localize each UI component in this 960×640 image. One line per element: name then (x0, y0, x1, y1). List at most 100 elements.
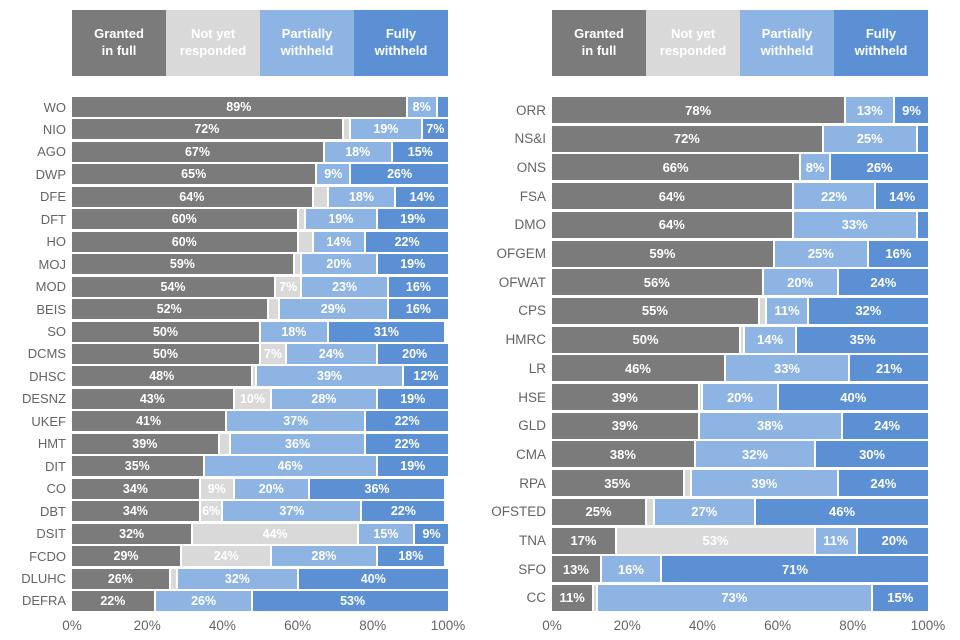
bar-track: 43% 10% 28% 19% (72, 388, 448, 409)
bar-segment-not-yet-responded: 6% (199, 501, 223, 522)
bar-segment-fully-withheld: 14% (875, 183, 928, 210)
bar-track: 89% 8% (72, 97, 448, 117)
category-label: DMO (514, 217, 547, 233)
bar-track: 25% 27% 46% (552, 498, 928, 525)
segment-value-label: 22% (394, 436, 420, 451)
segment-value-label: 60% (171, 212, 197, 227)
category-label: GLD (518, 418, 546, 434)
segment-value-label: 9% (902, 102, 921, 118)
bar-segment-granted-in-full: 55% (552, 297, 759, 324)
bar-row: ONS 66% 8% 26% (478, 154, 928, 181)
bar-segment-granted-in-full: 25% (552, 498, 646, 525)
segment-value-label: 78% (685, 102, 712, 118)
category-label: CPS (518, 303, 546, 319)
bar-segment-granted-in-full: 65% (72, 164, 317, 185)
segment-value-label: 16% (617, 561, 644, 577)
x-axis-tick-label: 80% (839, 618, 867, 633)
bar-row: HSE 39% 20% 40% (478, 384, 928, 411)
bar-track: 35% 39% 24% (552, 470, 928, 497)
legend-item-not-yet-responded: Not yet responded (646, 10, 740, 76)
bar-segment-fully-withheld: 18% (376, 546, 445, 567)
bar-track: 34% 6% 37% 22% (72, 501, 448, 522)
segment-value-label: 40% (360, 571, 386, 586)
bar-track: 17% 53% 11% 20% (552, 527, 928, 554)
bar-segment-partially-withheld: 26% (154, 590, 253, 611)
bar-row: WO 89% 8% (10, 97, 448, 117)
segment-value-label: 73% (721, 590, 748, 606)
segment-value-label: 38% (609, 446, 636, 462)
bar-segment-fully-withheld: 22% (365, 411, 448, 432)
segment-value-label: 48% (149, 369, 175, 384)
bar-row: CC 11% 73% 15% (478, 584, 928, 611)
category-label: HO (46, 234, 67, 250)
bar-segment-not-yet-responded (312, 186, 328, 207)
bar-segment-fully-withheld (436, 97, 448, 117)
legend: Granted in full Not yet responded Partially w… (72, 10, 448, 76)
bar-row: BEIS 52% 29% 16% (10, 299, 448, 320)
segment-value-label: 6% (202, 504, 221, 519)
bar-segment-granted-in-full: 34% (72, 501, 200, 522)
segment-value-label: 64% (658, 217, 685, 233)
segment-value-label: 24% (318, 346, 344, 361)
bar-track: 60% 19% 19% (72, 209, 448, 230)
bar-row: NIO 72% 19% 7% (10, 119, 448, 140)
segment-value-label: 19% (328, 212, 354, 227)
bar-segment-fully-withheld: 20% (856, 527, 928, 554)
legend-label: Partially (281, 26, 333, 42)
bar-segment-not-yet-responded (698, 384, 703, 411)
category-label: HSE (518, 389, 546, 405)
legend-label: Partially (761, 26, 813, 42)
category-label: DSIT (36, 526, 66, 542)
bar-segment-fully-withheld: 22% (365, 433, 448, 454)
bar-segment-not-yet-responded (593, 584, 598, 611)
category-label: DESNZ (21, 391, 66, 407)
segment-value-label: 44% (262, 526, 288, 541)
segment-value-label: 28% (311, 549, 337, 564)
bar-row: DWP 65% 9% 26% (10, 164, 448, 185)
bar-segment-partially-withheld: 22% (792, 183, 876, 210)
bar-segment-not-yet-responded (740, 326, 744, 353)
bar-segment-partially-withheld: 38% (698, 412, 842, 439)
bar-track: 64% 33% (552, 211, 928, 238)
segment-value-label: 25% (807, 246, 834, 262)
bar-segment-granted-in-full: 50% (72, 343, 260, 364)
bar-track: 55% 11% 32% (552, 297, 928, 324)
segment-value-label: 59% (649, 246, 676, 262)
bar-segment-granted-in-full: 17% (552, 527, 616, 554)
category-label: HMT (37, 436, 66, 452)
segment-value-label: 13% (856, 102, 883, 118)
segment-value-label: 59% (169, 257, 195, 272)
segment-value-label: 7% (426, 122, 445, 137)
category-label: DLUHC (21, 571, 66, 587)
segment-value-label: 18% (281, 324, 307, 339)
segment-value-label: 29% (320, 302, 346, 317)
segment-value-label: 32% (119, 526, 145, 541)
bar-segment-partially-withheld: 18% (327, 186, 396, 207)
bar-row: FCDO 29% 24% 28% 18% (10, 546, 448, 567)
bar-segment-partially-withheld: 19% (350, 119, 422, 140)
segment-value-label: 29% (113, 549, 139, 564)
bar-segment-granted-in-full: 50% (552, 326, 740, 353)
bar-segment-fully-withheld: 53% (252, 590, 448, 611)
bar-segment-granted-in-full: 67% (72, 141, 324, 162)
bar-segment-fully-withheld (916, 211, 928, 238)
segment-value-label: 72% (194, 122, 220, 137)
segment-value-label: 15% (407, 144, 433, 159)
bar-row: SO 50% 18% 31% (10, 321, 448, 342)
bar-segment-granted-in-full: 50% (72, 321, 260, 342)
bar-segment-not-yet-responded (297, 209, 306, 230)
panel-agencies: Granted in full Not yet responded Partially w… (478, 10, 945, 640)
x-axis-tick-label: 0% (62, 618, 82, 633)
bar-segment-granted-in-full: 72% (72, 119, 343, 140)
segment-value-label: 19% (400, 212, 426, 227)
bar-segment-partially-withheld: 27% (653, 498, 756, 525)
segment-value-label: 41% (136, 414, 162, 429)
category-label: NS&I (514, 131, 546, 147)
bar-track: 48% 39% 12% (72, 366, 448, 387)
category-label: DFT (40, 211, 66, 227)
bar-track: 54% 7% 23% 16% (72, 276, 448, 297)
category-label: CO (46, 481, 67, 497)
bar-track: 56% 20% 24% (552, 269, 928, 296)
bar-row: LR 46% 33% 21% (478, 355, 928, 382)
bar-track: 11% 73% 15% (552, 584, 928, 611)
